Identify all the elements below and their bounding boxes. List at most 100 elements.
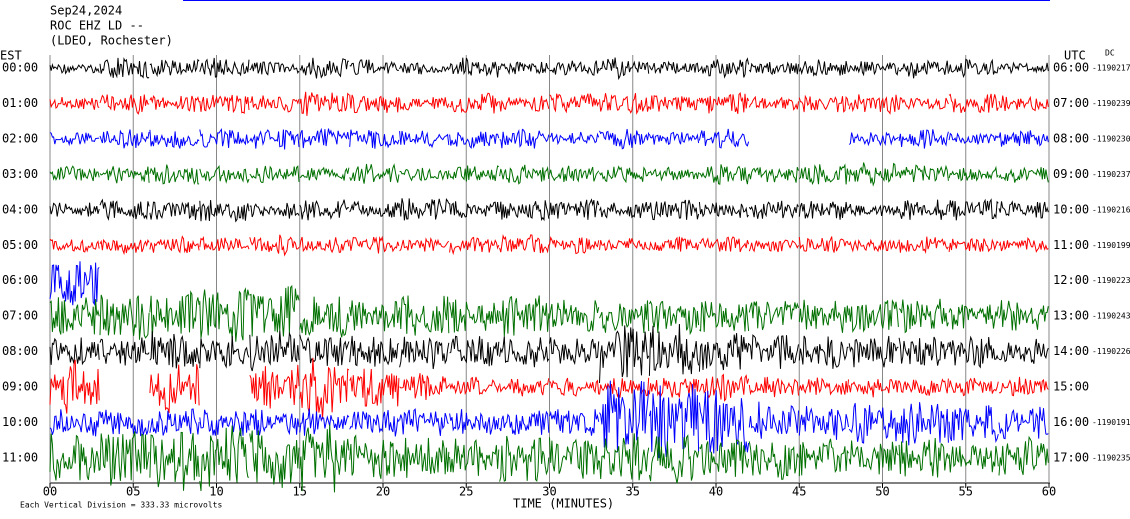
trace-segment <box>748 167 799 183</box>
trace-segment <box>948 335 999 369</box>
row-utc-label: 10:00 <box>1053 202 1089 216</box>
trace-segment <box>99 129 150 149</box>
x-tick-label: 50 <box>875 485 889 499</box>
trace-segment <box>549 337 600 366</box>
row-utc-label: 09:00 <box>1053 167 1089 181</box>
x-tick-label: 10 <box>209 485 223 499</box>
trace-segment <box>898 164 949 182</box>
trace-segment <box>49 63 100 75</box>
title-line: Sep24,2024 <box>50 4 122 18</box>
trace-segment <box>149 235 200 254</box>
trace-segment <box>648 60 700 75</box>
trace-segment <box>49 132 100 147</box>
trace-segment <box>698 128 750 149</box>
trace-segment <box>649 166 700 182</box>
trace-segment <box>349 163 400 184</box>
trace-segment <box>998 237 1049 253</box>
trace-segment <box>49 297 100 335</box>
trace-segment <box>449 92 500 114</box>
row-utc-label: 16:00 <box>1053 415 1089 429</box>
trace-segment <box>149 58 200 78</box>
row-offset-label: -1190237 <box>1092 170 1130 179</box>
trace-segment <box>998 61 1049 75</box>
trace-segment <box>998 435 1049 476</box>
trace-segment <box>998 406 1049 440</box>
trace-segment <box>149 129 200 149</box>
row-start-label: 10:00 <box>2 415 38 429</box>
trace-segment <box>748 239 799 253</box>
trace-segment <box>249 330 300 372</box>
trace-segment <box>449 201 500 218</box>
trace-segment <box>549 235 600 255</box>
trace-segment <box>49 238 100 253</box>
trace-segment <box>149 164 200 185</box>
trace-segment <box>699 236 750 253</box>
trace-segment <box>199 199 250 223</box>
trace-segment <box>748 441 799 480</box>
trace-segment <box>898 437 949 478</box>
trace-segment <box>449 409 500 435</box>
row-start-label: 04:00 <box>2 202 38 216</box>
trace-segment <box>998 338 1049 364</box>
trace-segment <box>848 335 899 368</box>
trace-segment <box>349 335 400 367</box>
trace-segment <box>998 130 1049 147</box>
trace-segment <box>499 435 550 482</box>
trace-segment <box>648 323 700 376</box>
trace-segment <box>99 57 150 79</box>
row-start-label: 09:00 <box>2 380 38 394</box>
trace-segment <box>848 162 899 187</box>
trace-segment <box>898 236 949 254</box>
trace-segment <box>848 299 899 334</box>
x-tick-label: 20 <box>376 485 390 499</box>
trace-segment <box>698 390 750 454</box>
trace-segment <box>249 61 300 76</box>
trace-segment <box>549 131 600 146</box>
trace-segment <box>49 261 100 306</box>
trace-segment <box>199 335 250 369</box>
trace-segment <box>798 201 849 220</box>
trace-segment <box>399 236 450 252</box>
x-tick-label: 40 <box>709 485 723 499</box>
row-start-label: 00:00 <box>2 61 38 75</box>
trace-segment <box>798 406 849 440</box>
trace-segment <box>149 364 200 414</box>
trace-segment <box>149 408 200 436</box>
row-utc-label: 07:00 <box>1053 96 1089 110</box>
trace-segment <box>648 236 700 252</box>
trace-segment <box>798 335 849 369</box>
trace-segment <box>299 199 349 221</box>
row-utc-label: 14:00 <box>1053 344 1089 358</box>
row-utc-label: 08:00 <box>1053 131 1089 145</box>
trace-segment <box>898 59 949 79</box>
trace-segment <box>948 405 999 443</box>
trace-segment <box>349 300 400 332</box>
trace-segment <box>299 357 350 420</box>
trace-segment <box>299 296 350 338</box>
scale-note: Each Vertical Division = 333.33 microvol… <box>20 501 222 510</box>
trace-segment <box>249 165 300 184</box>
row-start-label: 05:00 <box>2 238 38 252</box>
trace-segment <box>449 57 500 78</box>
trace-segment <box>599 165 650 184</box>
trace-segment <box>399 97 450 111</box>
title-line: (LDEO, Rochester) <box>50 34 173 48</box>
trace-segment <box>599 380 650 453</box>
trace-segment <box>249 284 300 337</box>
trace-segment <box>349 368 400 407</box>
trace-segment <box>648 384 700 459</box>
trace-segment <box>199 165 250 184</box>
x-tick-label: 00 <box>43 485 57 499</box>
x-tick-label: 05 <box>126 485 140 499</box>
trace-segment <box>898 129 949 149</box>
trace-segment <box>648 131 700 146</box>
trace-segment <box>549 93 600 114</box>
x-tick-label: 25 <box>459 485 473 499</box>
trace-segment <box>699 164 750 185</box>
right-axis-label: UTC <box>1064 49 1086 63</box>
trace-segment <box>948 198 999 221</box>
trace-segment <box>49 409 100 437</box>
trace-segment <box>449 236 500 256</box>
trace-segment <box>199 409 250 436</box>
